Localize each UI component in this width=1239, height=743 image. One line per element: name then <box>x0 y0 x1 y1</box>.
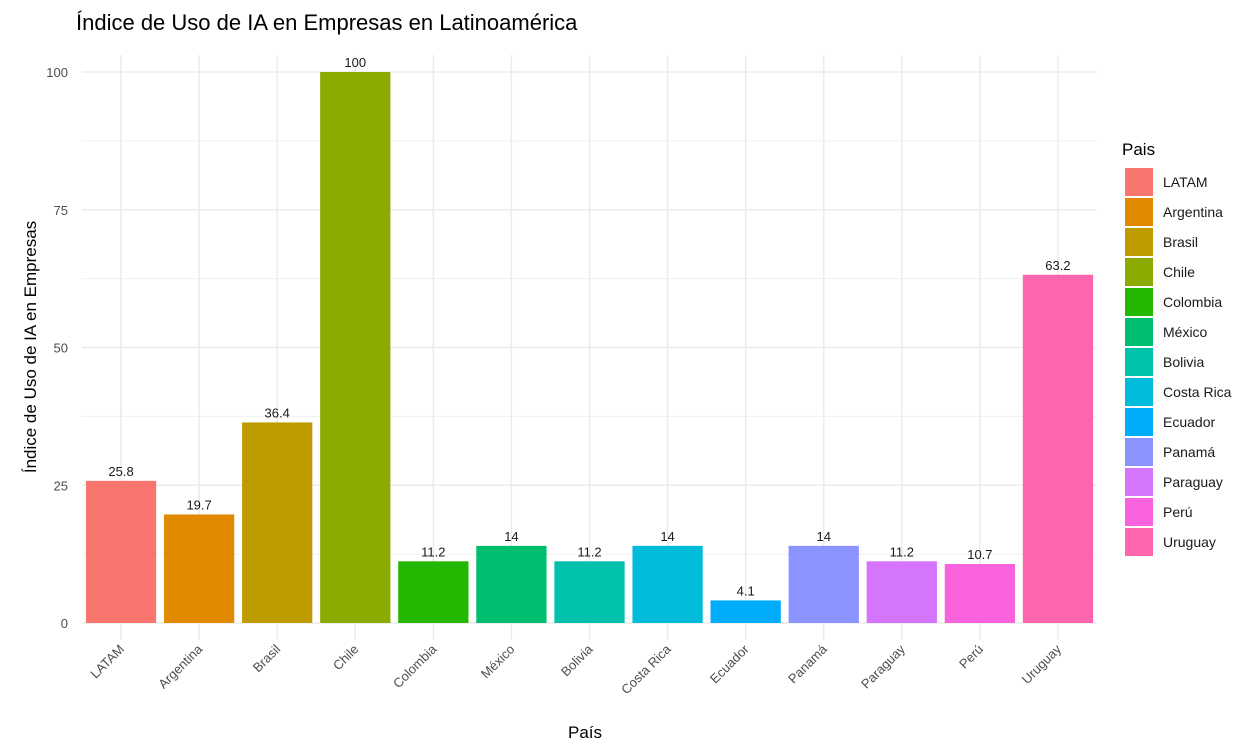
data-label: 14 <box>504 529 518 544</box>
y-axis-ticks: 0 25 50 75 100 <box>46 65 68 631</box>
legend-title: Pais <box>1122 140 1155 159</box>
data-label: 10.7 <box>967 547 992 562</box>
x-tick-label: Costa Rica <box>618 641 674 697</box>
legend-key <box>1125 528 1153 556</box>
legend-label: Colombia <box>1163 294 1222 310</box>
legend-label: Chile <box>1163 264 1195 280</box>
bar-paraguay <box>866 561 937 623</box>
bar-costa-rica <box>632 545 703 623</box>
bar-perú <box>944 564 1016 623</box>
y-axis-title: Índice de Uso de IA en Empresas <box>21 221 40 473</box>
x-tick-label: Bolivia <box>558 641 596 679</box>
data-label: 19.7 <box>186 497 211 512</box>
x-tick-label: Brasil <box>250 641 284 675</box>
legend-key <box>1125 258 1153 286</box>
bar-latam <box>85 480 157 623</box>
legend-label: Brasil <box>1163 234 1198 250</box>
legend-label: Panamá <box>1163 444 1215 460</box>
data-label: 11.2 <box>421 544 445 559</box>
legend-key <box>1125 288 1153 316</box>
x-tick-label: Argentina <box>155 641 206 692</box>
x-tick-label: Colombia <box>390 641 440 691</box>
data-label: 36.4 <box>265 405 290 420</box>
bar-panamá <box>788 545 859 623</box>
x-tick-label: Panamá <box>785 641 830 686</box>
legend-key <box>1125 438 1153 466</box>
x-tick-label: Perú <box>956 642 986 672</box>
legend-label: México <box>1163 324 1208 340</box>
data-labels: 25.8 19.7 36.4 100 11.2 14 11.2 14 4.1 14 11.2 10.7… <box>108 55 1070 598</box>
legend-key <box>1125 318 1153 346</box>
legend-key <box>1125 168 1153 196</box>
legend-label: LATAM <box>1163 174 1208 190</box>
x-tick-label: Uruguay <box>1019 641 1065 687</box>
legend-key <box>1125 498 1153 526</box>
legend-label: Bolivia <box>1163 354 1204 370</box>
bar-ecuador <box>710 600 781 623</box>
chart-title: Índice de Uso de IA en Empresas en Latin… <box>76 10 578 35</box>
legend-label: Argentina <box>1163 204 1223 220</box>
y-tick-label: 0 <box>61 616 68 631</box>
x-tick-label: LATAM <box>87 642 127 682</box>
bar-colombia <box>398 561 469 623</box>
bar-méxico <box>476 545 547 623</box>
legend-key <box>1125 228 1153 256</box>
data-label: 11.2 <box>577 544 601 559</box>
y-tick-label: 75 <box>54 203 68 218</box>
x-tick-label: México <box>478 642 518 682</box>
data-label: 11.2 <box>890 544 914 559</box>
x-tick-label: Paraguay <box>858 641 908 691</box>
x-tick-label: Chile <box>330 642 362 674</box>
legend-key <box>1125 378 1153 406</box>
data-label: 100 <box>344 55 366 70</box>
bars <box>85 72 1094 623</box>
x-axis-ticks: LATAM Argentina Brasil Chile Colombia México B… <box>87 641 1064 697</box>
legend-label: Costa Rica <box>1163 384 1232 400</box>
data-label: 4.1 <box>737 583 755 598</box>
legend-key <box>1125 348 1153 376</box>
data-label: 14 <box>660 529 674 544</box>
y-tick-label: 25 <box>54 478 68 493</box>
x-axis-title: País <box>568 723 602 742</box>
data-label: 63.2 <box>1045 258 1070 273</box>
x-tick-label: Ecuador <box>707 641 752 686</box>
data-label: 14 <box>816 529 830 544</box>
y-tick-label: 100 <box>46 65 68 80</box>
bar-uruguay <box>1022 274 1094 623</box>
legend-key <box>1125 468 1153 496</box>
legend-key <box>1125 198 1153 226</box>
bar-chile <box>320 72 391 623</box>
legend-key <box>1125 408 1153 436</box>
legend-label: Uruguay <box>1163 534 1216 550</box>
legend-label: Perú <box>1163 504 1193 520</box>
bar-argentina <box>163 514 235 623</box>
data-label: 25.8 <box>108 464 133 479</box>
bar-brasil <box>242 422 313 623</box>
legend-label: Ecuador <box>1163 414 1215 430</box>
legend: Pais LATAM Argentina Brasil Chile Colombia Mé… <box>1122 140 1232 556</box>
bar-bolivia <box>554 561 625 623</box>
legend-label: Paraguay <box>1163 474 1223 490</box>
y-tick-label: 50 <box>54 341 68 356</box>
